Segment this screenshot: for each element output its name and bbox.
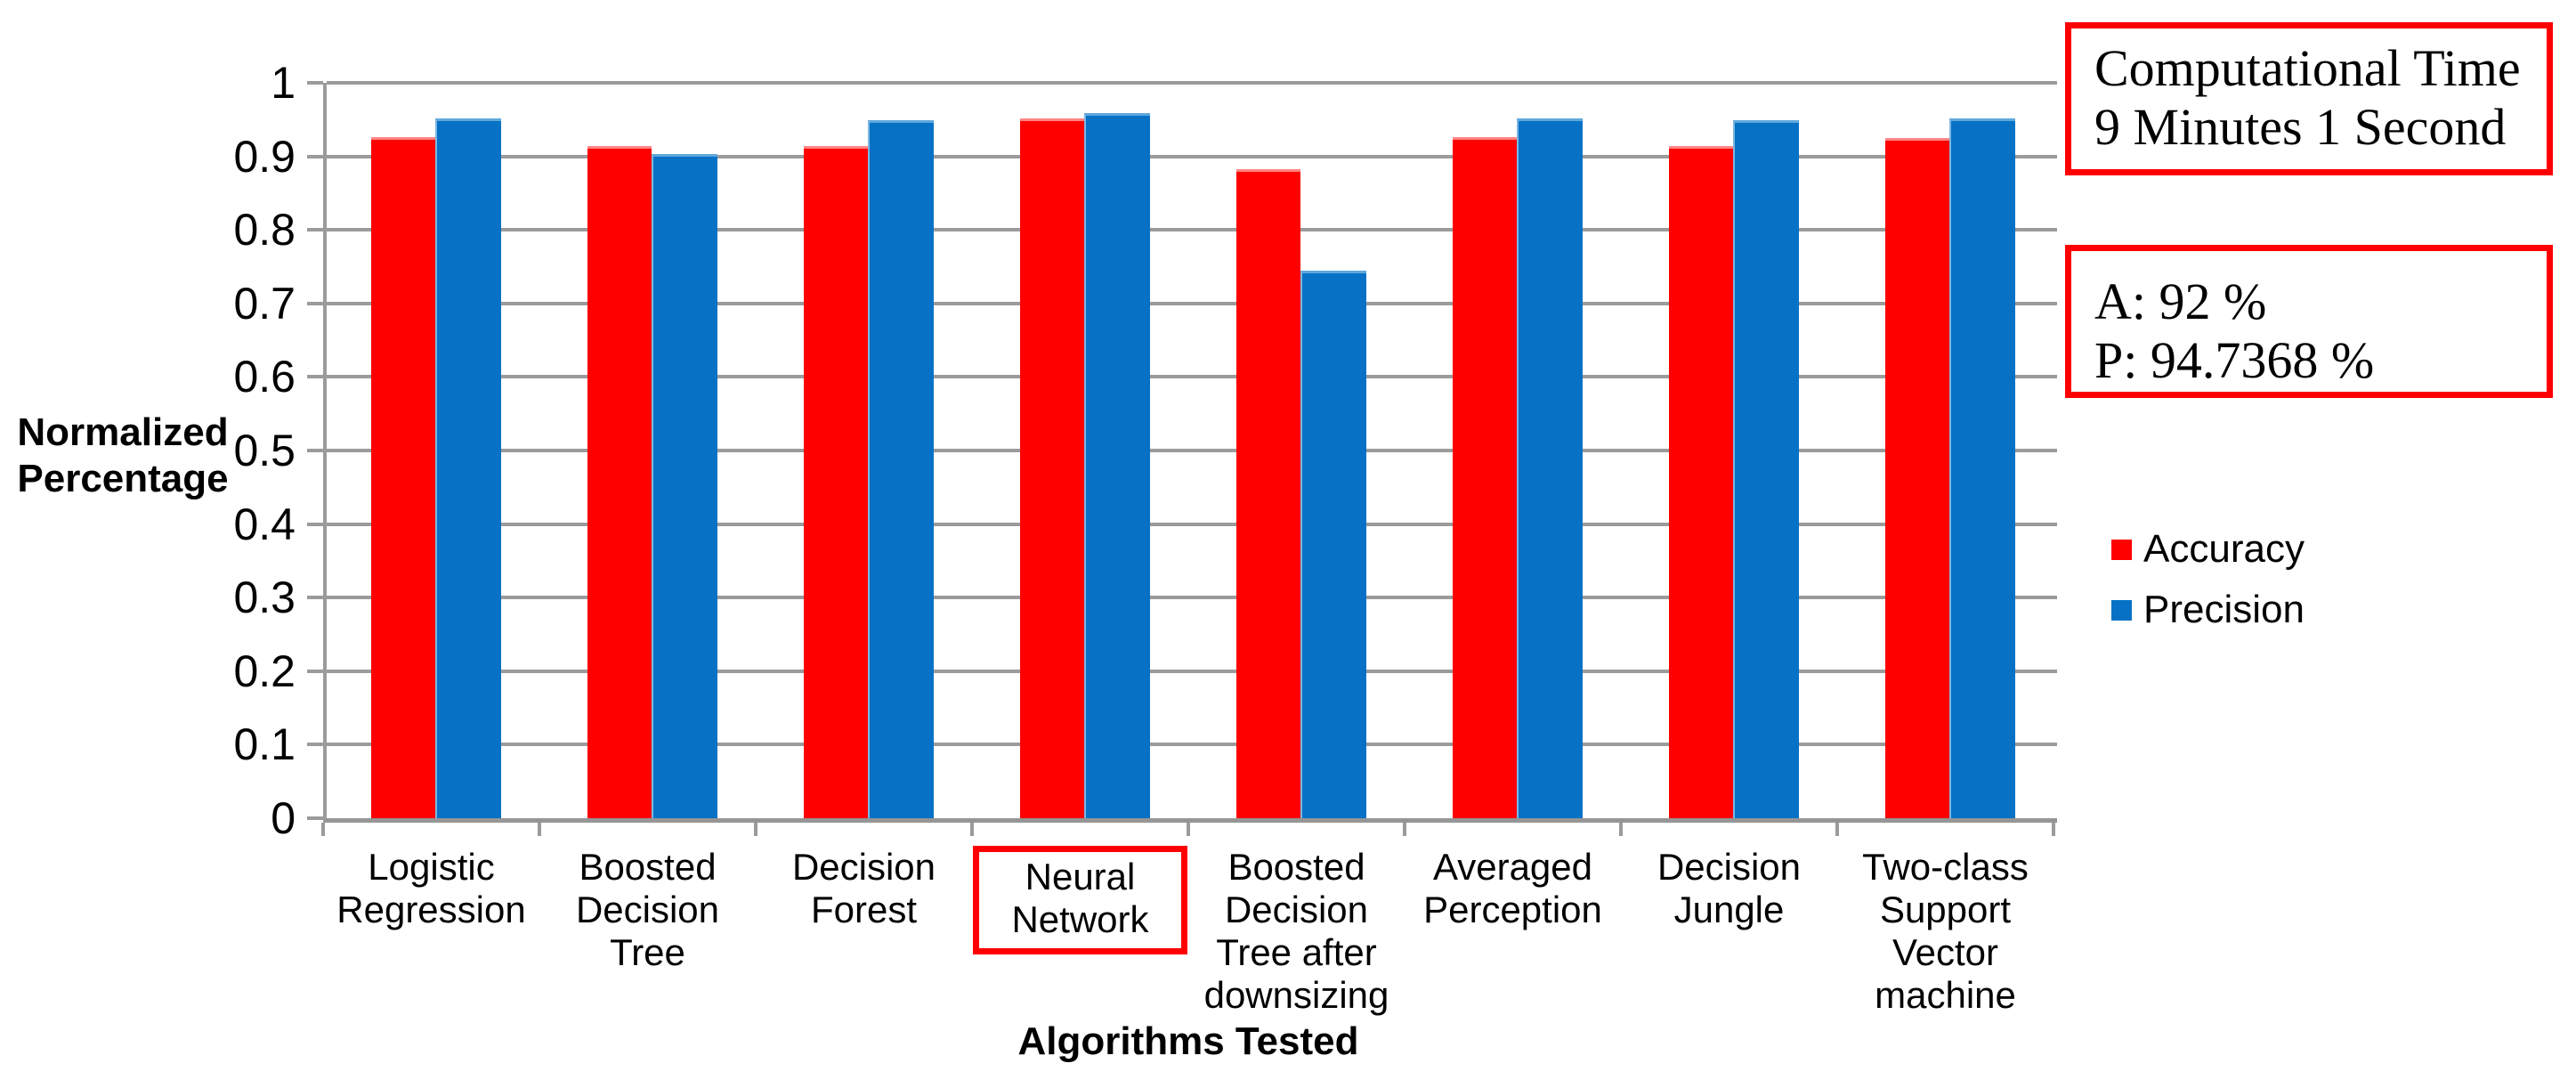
x-tick-mark	[970, 823, 974, 836]
gridline-0.6	[327, 375, 2057, 379]
bar-precision-boosted-decision-tree	[651, 154, 717, 818]
legend-swatch-precision	[2111, 599, 2132, 621]
bar-accuracy-decision-jungle	[1668, 146, 1733, 818]
gridline-0.4	[327, 522, 2057, 526]
legend-item-accuracy: Accuracy	[2111, 530, 2305, 569]
x-tick-mark	[754, 823, 757, 836]
bar-accuracy-decision-forest	[803, 146, 868, 818]
y-tick-mark	[307, 596, 323, 600]
y-tick-mark	[307, 669, 323, 673]
highlight-box-neural-network: Neural Network	[973, 846, 1187, 954]
x-tick-mark	[1619, 823, 1623, 836]
plot-area	[323, 81, 2057, 823]
y-tick-mark	[307, 449, 323, 452]
bar-accuracy-neural-network	[1019, 118, 1084, 818]
category-label-decision-jungle: Decision Jungle	[1657, 846, 1802, 930]
y-tick-label-0.6: 0.6	[233, 352, 296, 402]
accuracy-precision-result-box: A: 92 % P: 94.7368 %	[2065, 245, 2553, 398]
category-label-decision-forest: Decision Forest	[791, 846, 936, 930]
x-axis-title: Algorithms Tested	[1017, 1019, 1359, 1063]
y-axis-title: Normalized Percentage	[17, 410, 229, 500]
y-tick-mark	[307, 816, 323, 820]
computational-time-line: Computational Time	[2094, 39, 2521, 97]
bar-accuracy-averaged-perception	[1452, 137, 1517, 818]
gridline-0.9	[327, 154, 2057, 158]
x-tick-mark	[538, 823, 541, 836]
bar-accuracy-logistic-regression	[370, 137, 435, 818]
bar-precision-decision-forest	[867, 120, 934, 818]
y-tick-mark	[307, 228, 323, 232]
legend: Accuracy Precision	[2111, 530, 2305, 651]
bar-precision-logistic-regression	[434, 118, 501, 818]
legend-label-precision: Precision	[2143, 588, 2305, 631]
y-tick-label-0.5: 0.5	[233, 426, 296, 475]
computational-time-line: 9 Minutes 1 Second	[2094, 98, 2507, 156]
x-tick-mark	[321, 823, 325, 836]
x-tick-mark	[1835, 823, 1839, 836]
y-tick-label-0.1: 0.1	[233, 719, 296, 770]
category-label-neural-network: Neural Network	[972, 846, 1188, 954]
bar-precision-two-class-support-vector-machine	[1948, 118, 2015, 818]
bar-precision-boosted-decision-tree-after-downsizing	[1300, 271, 1366, 818]
y-tick-label-0.9: 0.9	[233, 131, 296, 182]
category-label-two-class-support-vector-machine: Two-class Support Vector machine	[1862, 846, 2029, 1016]
bar-precision-averaged-perception	[1516, 118, 1583, 818]
y-tick-mark	[307, 81, 323, 85]
gridline-0.8	[327, 228, 2057, 232]
gridline-0.1	[327, 743, 2057, 747]
computational-time-box: Computational Time 9 Minutes 1 Second	[2065, 22, 2553, 175]
bar-accuracy-boosted-decision-tree	[587, 146, 652, 818]
legend-label-accuracy: Accuracy	[2143, 527, 2305, 571]
gridline-0.2	[327, 669, 2057, 673]
gridline-0.7	[327, 301, 2057, 305]
x-tick-mark	[1187, 823, 1190, 836]
gridline-0.3	[327, 596, 2057, 600]
legend-item-precision: Precision	[2111, 590, 2305, 629]
y-tick-mark	[307, 375, 323, 379]
y-tick-mark	[307, 743, 323, 747]
y-tick-label-0.8: 0.8	[233, 205, 296, 256]
category-label-averaged-perception: Averaged Perception	[1423, 846, 1602, 930]
y-tick-label-0: 0	[271, 793, 296, 843]
y-tick-mark	[307, 522, 323, 526]
x-tick-mark	[1403, 823, 1406, 836]
x-tick-mark	[2052, 823, 2055, 836]
y-tick-label-0.2: 0.2	[233, 645, 296, 696]
gridline-1	[327, 81, 2057, 85]
result-line: P: 94.7368 %	[2094, 331, 2375, 389]
y-tick-label-0.7: 0.7	[233, 278, 296, 329]
bar-precision-neural-network	[1083, 113, 1150, 818]
category-label-boosted-decision-tree: Boosted Decision Tree	[575, 846, 720, 973]
bar-accuracy-two-class-support-vector-machine	[1884, 138, 1949, 818]
y-tick-label-1: 1	[271, 58, 296, 108]
result-line: A: 92 %	[2094, 272, 2267, 330]
gridline-0.5	[327, 449, 2057, 452]
y-tick-mark	[307, 301, 323, 305]
y-tick-mark	[307, 154, 323, 158]
category-label-logistic-regression: Logistic Regression	[336, 846, 526, 930]
y-tick-label-0.3: 0.3	[233, 572, 296, 623]
bar-precision-decision-jungle	[1732, 120, 1799, 818]
legend-swatch-accuracy	[2111, 539, 2132, 560]
y-tick-label-0.4: 0.4	[233, 499, 296, 549]
bar-accuracy-boosted-decision-tree-after-downsizing	[1235, 169, 1300, 818]
category-label-boosted-decision-tree-after-downsizing: Boosted Decision Tree after downsizing	[1203, 846, 1389, 1016]
